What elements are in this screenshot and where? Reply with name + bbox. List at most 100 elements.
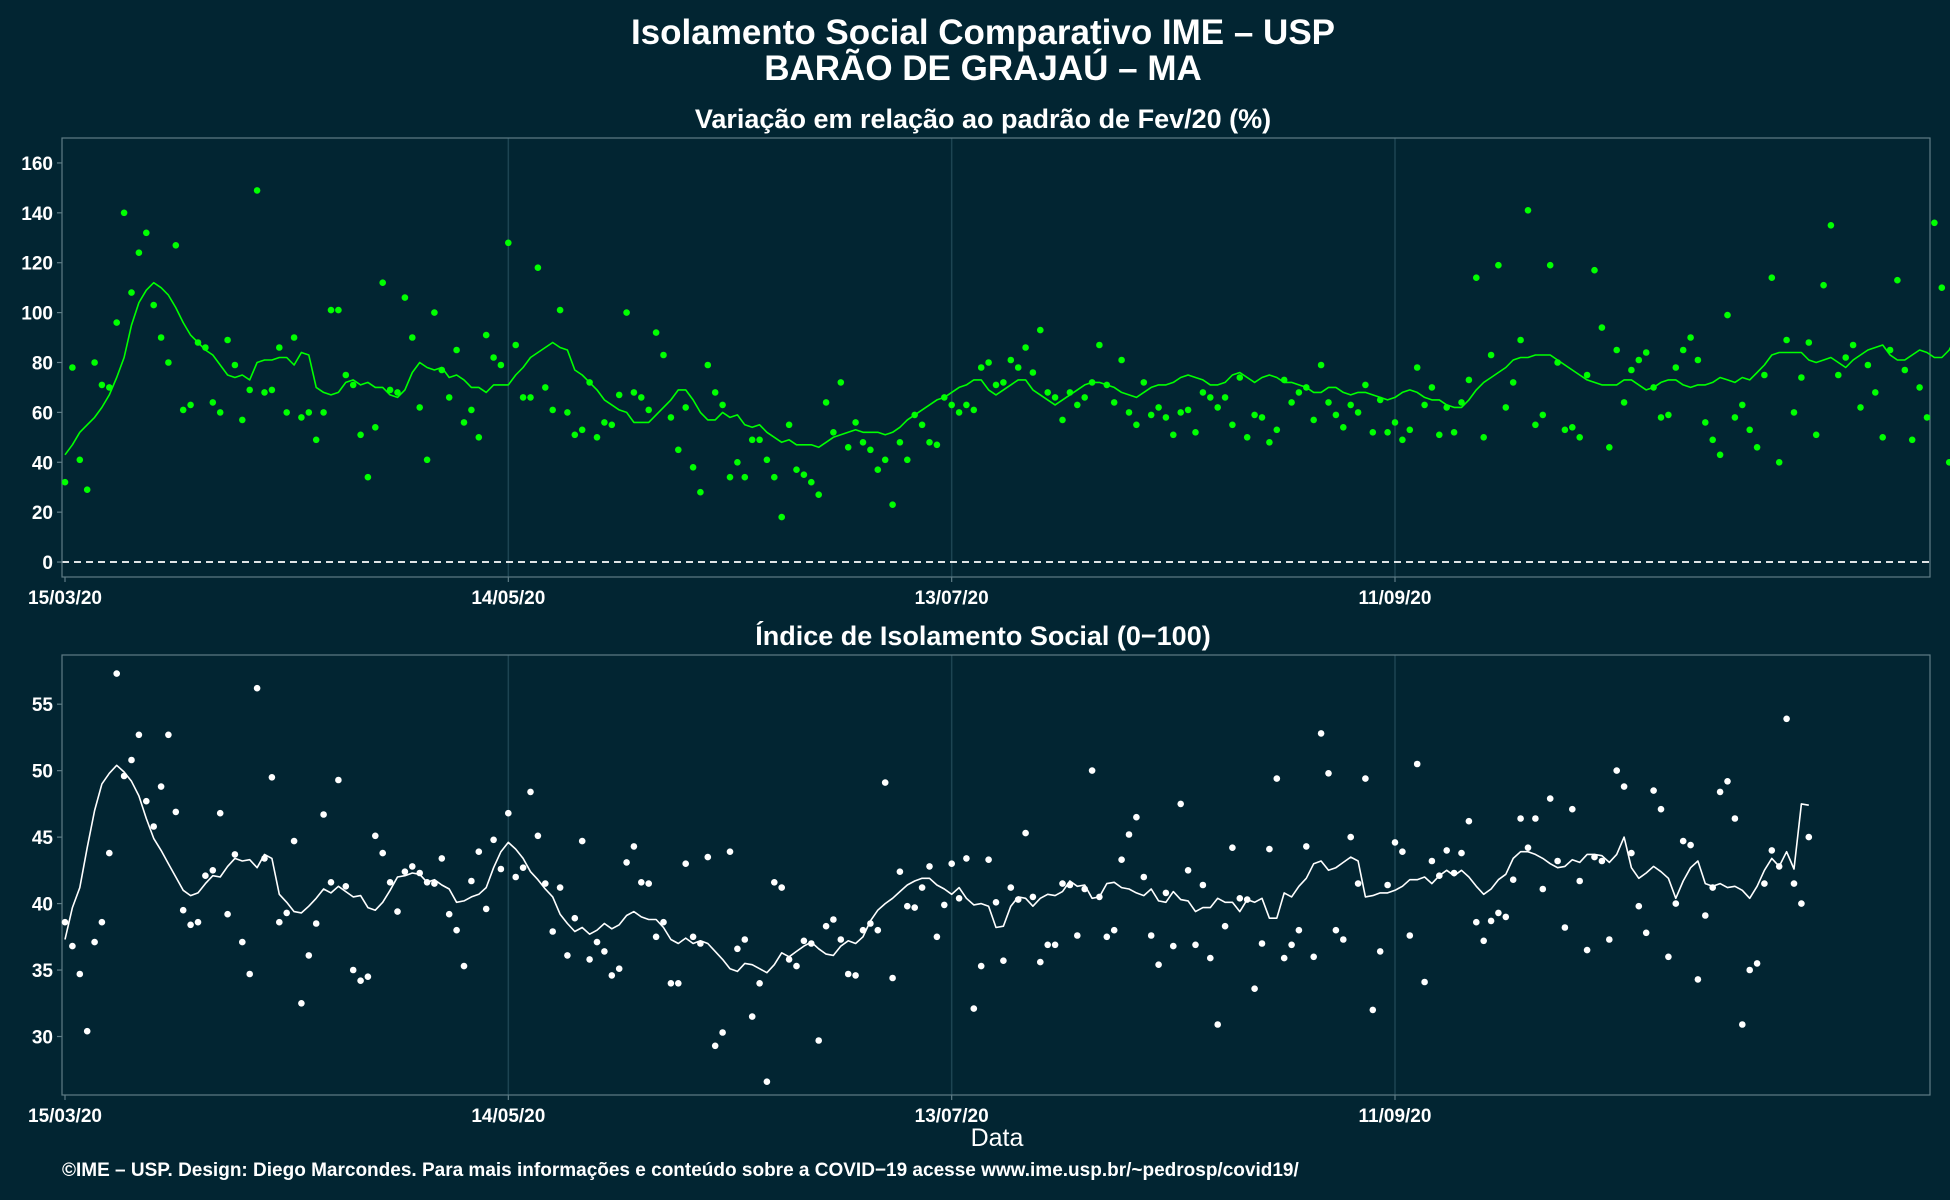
p1-daily-point xyxy=(1790,409,1798,416)
p1-daily-point xyxy=(1266,439,1273,446)
p1-daily-point xyxy=(985,359,992,366)
p1-daily-point xyxy=(1406,426,1414,434)
p1-daily-point xyxy=(1465,376,1473,384)
p1-daily-point xyxy=(623,309,630,316)
p2-y-tick-label: 30 xyxy=(32,1028,53,1049)
p1-daily-point xyxy=(918,421,926,429)
p2-daily-point xyxy=(1583,946,1591,954)
p1-daily-point xyxy=(1066,389,1074,396)
p1-daily-point xyxy=(711,389,719,396)
p2-daily-point xyxy=(1221,922,1229,930)
p1-daily-point xyxy=(675,446,682,454)
p1-daily-point xyxy=(1288,399,1295,406)
p1-daily-point xyxy=(1007,356,1015,364)
p1-daily-point xyxy=(401,294,409,301)
p1-daily-point xyxy=(98,381,106,389)
p2-daily-point xyxy=(638,879,645,886)
p1-daily-point xyxy=(364,473,372,481)
p2-daily-point xyxy=(1332,926,1340,934)
panel1-title: Variação em relação ao padrão de Fev/20 … xyxy=(695,104,1271,134)
p1-daily-point xyxy=(194,339,202,346)
p1-daily-point xyxy=(1125,409,1133,416)
p2-daily-point xyxy=(652,933,660,941)
p1-daily-point xyxy=(61,478,69,486)
p2-daily-point xyxy=(1761,880,1768,887)
p1-daily-point xyxy=(785,421,793,429)
p2-daily-point xyxy=(253,684,261,692)
p1-daily-point xyxy=(1842,354,1849,361)
p1-daily-point xyxy=(1561,426,1569,434)
p2-daily-point xyxy=(1376,948,1384,955)
p1-daily-point xyxy=(1864,361,1872,369)
p1-daily-point xyxy=(165,359,172,366)
p2-daily-point xyxy=(689,933,697,941)
p1-daily-point xyxy=(1650,384,1657,391)
p1-daily-point xyxy=(209,399,217,406)
p2-daily-point xyxy=(874,926,882,934)
p2-daily-point xyxy=(135,731,143,739)
p2-y-tick-label: 40 xyxy=(32,895,53,916)
p1-daily-point xyxy=(1317,361,1325,369)
p1-daily-point xyxy=(660,351,667,359)
p2-daily-point xyxy=(1413,760,1421,768)
p2-daily-point xyxy=(150,823,157,830)
p2-y-tick-label: 50 xyxy=(32,762,53,783)
p1-daily-point xyxy=(1340,424,1347,431)
p1-daily-point xyxy=(386,386,394,394)
p2-daily-point xyxy=(113,670,120,677)
p1-daily-point xyxy=(800,471,808,479)
p1-daily-point xyxy=(1554,359,1561,366)
p2-y-tick-label: 35 xyxy=(32,961,54,982)
p2-daily-point xyxy=(61,918,69,926)
p2-daily-point xyxy=(763,1078,771,1085)
p2-daily-point xyxy=(1184,867,1192,874)
p1-daily-point xyxy=(904,456,911,464)
p1-daily-point xyxy=(335,306,342,314)
p2-daily-point xyxy=(1731,815,1739,822)
p2-daily-point xyxy=(165,731,172,739)
p1-daily-point xyxy=(453,346,460,354)
p1-daily-point xyxy=(534,264,542,272)
p1-x-tick-label: 14/05/20 xyxy=(471,588,545,609)
p2-daily-point xyxy=(1620,783,1628,790)
p1-daily-point xyxy=(697,488,704,496)
p2-daily-point xyxy=(734,945,741,953)
p1-daily-point xyxy=(1436,431,1443,439)
p2-daily-point xyxy=(926,863,933,870)
p1-x-tick-label: 13/07/20 xyxy=(915,588,989,609)
p2-daily-point xyxy=(1059,880,1066,887)
p1-daily-point xyxy=(1775,459,1783,466)
p2-daily-point xyxy=(1783,715,1790,723)
p1-daily-point xyxy=(1295,389,1303,396)
p1-daily-point xyxy=(187,401,194,409)
p2-daily-point xyxy=(630,843,638,850)
p2-daily-point xyxy=(409,863,416,870)
p1-daily-point xyxy=(1872,389,1879,396)
p2-daily-point xyxy=(312,920,320,927)
p2-daily-point xyxy=(1044,941,1051,949)
p2-daily-point xyxy=(741,936,749,943)
p2-daily-point xyxy=(1384,881,1391,889)
p2-daily-point xyxy=(497,865,505,873)
p1-daily-point xyxy=(1000,379,1007,386)
p1-daily-point xyxy=(409,334,416,341)
p1-daily-point xyxy=(268,386,276,394)
p1-daily-point xyxy=(1546,261,1554,269)
p1-daily-point xyxy=(608,421,616,429)
p1-daily-point xyxy=(1391,419,1399,426)
p2-daily-point xyxy=(1207,954,1214,962)
credit-footer: ©IME – USP. Design: Diego Marcondes. Par… xyxy=(62,1160,1299,1181)
p1-daily-point xyxy=(667,414,675,421)
p2-daily-point xyxy=(955,895,963,902)
p2-daily-point xyxy=(933,933,941,941)
p1-daily-point xyxy=(1827,222,1835,229)
p1-daily-point xyxy=(327,306,335,314)
p2-daily-point xyxy=(859,926,867,934)
p1-plot-frame xyxy=(61,137,1931,578)
p2-daily-point xyxy=(276,918,283,926)
p2-daily-point xyxy=(1406,932,1414,939)
p1-daily-point xyxy=(889,501,896,509)
p1-daily-point xyxy=(549,406,556,414)
p2-daily-point xyxy=(364,973,372,980)
p2-daily-point xyxy=(586,956,593,963)
